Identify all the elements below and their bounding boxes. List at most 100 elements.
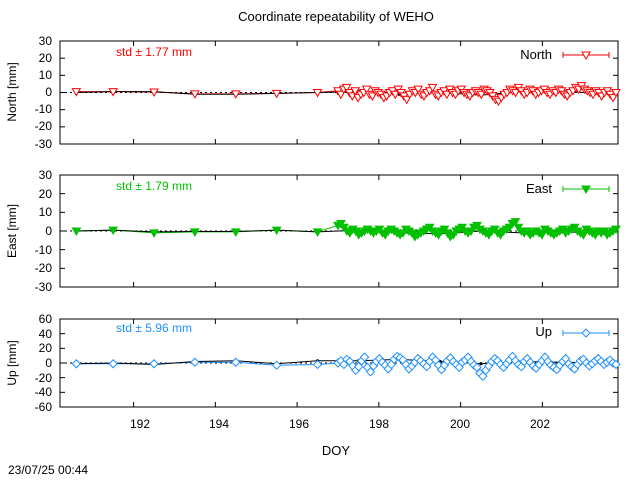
x-axis-label: DOY	[322, 443, 351, 458]
north-legend-label: North	[520, 47, 552, 62]
east-std-label: std ± 1.79 mm	[116, 179, 192, 193]
east-yticks: 30 20 10 0 -10 -20 -30	[35, 168, 53, 294]
east-ytick-label: 0	[45, 224, 52, 238]
subdaily-point	[341, 83, 352, 93]
subdaily-point	[367, 92, 378, 101]
north-ytick-label: 20	[39, 51, 53, 65]
daily-point	[230, 90, 241, 99]
east-ytick-label: -10	[35, 243, 53, 257]
daily-point	[149, 88, 159, 97]
daily-point	[149, 229, 159, 238]
subdaily-point	[359, 352, 370, 362]
north-yticks: 30 20 10 0 -10 -20 -30	[35, 34, 53, 151]
xtick-label: 200	[450, 417, 470, 431]
east-legend-label: East	[526, 181, 552, 196]
north-ytick-label: -20	[35, 119, 53, 133]
daily-point	[71, 227, 82, 237]
daily-point	[71, 88, 82, 97]
east-ylabel: East [mm]	[5, 204, 19, 258]
east-ytick-label: 20	[39, 187, 53, 201]
subdaily-point	[510, 218, 521, 227]
east-panel: East [mm] std ± 1.79 mm East 30 20 10 0 …	[5, 168, 621, 294]
mean-point	[479, 362, 483, 366]
legend-marker	[581, 328, 591, 338]
north-legend-swatch	[562, 51, 610, 61]
subdaily-point	[413, 85, 424, 95]
north-std-label: std ± 1.77 mm	[116, 45, 192, 59]
up-series	[60, 318, 621, 408]
xtick-label: 196	[289, 417, 309, 431]
chart-title: Coordinate repeatability of WEHO	[238, 9, 434, 24]
north-ytick-label: -30	[35, 137, 53, 151]
legend-marker	[581, 185, 591, 195]
daily-point	[108, 88, 119, 97]
north-panel: North [mm] std ± 1.77 mm North 30 20 10 …	[5, 34, 621, 151]
daily-point	[230, 228, 241, 237]
east-ytick-label: 10	[39, 205, 53, 219]
timestamp: 23/07/25 00:44	[8, 463, 88, 477]
subdaily-point	[335, 90, 346, 100]
up-ytick-label: 60	[39, 312, 53, 326]
east-ytick-label: -20	[35, 261, 53, 275]
subdaily-point	[365, 367, 376, 377]
daily-point	[312, 89, 323, 98]
up-panel: Up [mm] std ± 5.96 mm Up 60 40 20 0 -20 …	[5, 312, 621, 414]
up-ytick-label: -60	[35, 400, 53, 414]
north-ytick-label: 30	[39, 34, 53, 48]
north-ylabel: North [mm]	[5, 62, 19, 121]
subdaily-point	[611, 359, 621, 370]
daily-point	[312, 228, 323, 237]
up-ytick-label: -20	[35, 371, 53, 385]
daily-point	[190, 90, 200, 99]
daily-point	[312, 359, 323, 370]
up-ytick-label: 0	[45, 356, 52, 370]
daily-point	[271, 226, 282, 236]
subdaily-point	[611, 225, 621, 235]
daily-point	[271, 89, 282, 99]
north-ytick-label: -10	[35, 102, 53, 116]
east-ytick-label: 30	[39, 168, 53, 182]
subdaily-point	[427, 83, 438, 93]
subdaily-point	[472, 362, 482, 373]
mean-solution-line	[76, 229, 604, 235]
daily-point	[190, 228, 200, 237]
xtick-label: 198	[369, 417, 389, 431]
daily-point	[71, 359, 82, 369]
north-series	[60, 40, 621, 145]
north-ytick-label: 0	[45, 85, 52, 99]
up-legend-label: Up	[535, 324, 552, 339]
x-axis: 192 194 196 198 200 202	[130, 417, 550, 431]
up-legend-swatch	[562, 328, 610, 338]
east-series	[60, 174, 621, 288]
up-ytick-label: -40	[35, 385, 53, 399]
up-ylabel: Up [mm]	[5, 340, 19, 385]
xtick-label: 192	[130, 417, 150, 431]
subdaily-point	[390, 90, 401, 100]
legend-marker	[581, 51, 591, 61]
subdaily-point	[478, 371, 488, 381]
daily-point	[149, 359, 159, 369]
subdaily-point	[608, 94, 618, 103]
daily-point	[190, 357, 200, 367]
subdaily-point	[611, 89, 621, 98]
subdaily-point	[353, 361, 364, 372]
up-std-label: std ± 5.96 mm	[116, 321, 192, 335]
east-legend-swatch	[562, 185, 610, 195]
subdaily-point	[510, 89, 521, 98]
daily-point	[271, 360, 282, 370]
subdaily-point	[401, 95, 412, 105]
up-ytick-label: 20	[39, 341, 53, 355]
subdaily-point	[361, 85, 372, 95]
subdaily-point	[476, 90, 487, 100]
xtick-label: 202	[530, 417, 550, 431]
daily-point	[108, 359, 118, 369]
daily-point	[231, 357, 241, 367]
subdaily-point	[578, 231, 589, 240]
north-ytick-label: 10	[39, 68, 53, 82]
subdaily-point	[537, 231, 547, 240]
east-ytick-label: -30	[35, 280, 53, 294]
up-yticks: 60 40 20 0 -20 -40 -60	[35, 312, 53, 414]
up-ytick-label: 40	[39, 327, 53, 341]
daily-point	[108, 226, 119, 236]
